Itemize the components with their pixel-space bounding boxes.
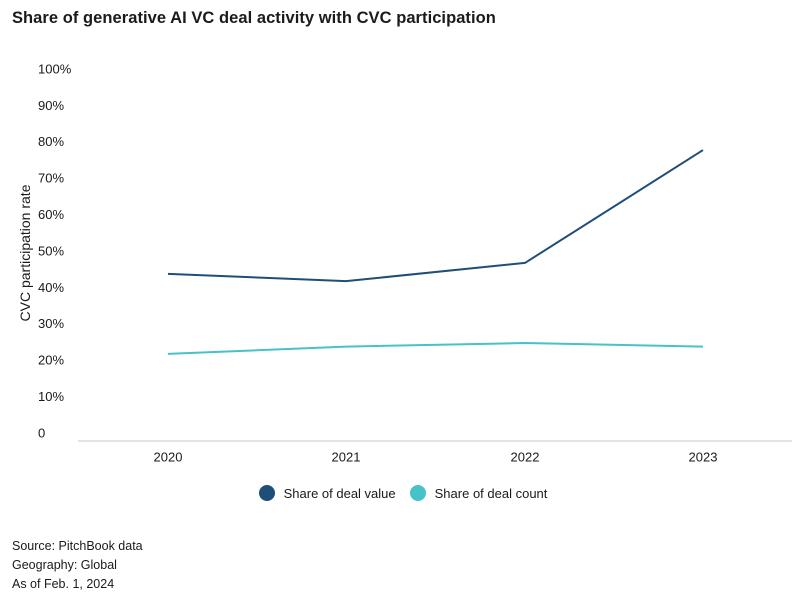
y-tick-label: 80%	[38, 134, 64, 149]
y-tick-label: 60%	[38, 207, 64, 222]
y-tick-label: 30%	[38, 316, 64, 331]
x-tick-label: 2023	[689, 449, 718, 464]
legend-item-deal-count: Share of deal count	[409, 485, 548, 501]
y-tick-label: 50%	[38, 243, 64, 258]
legend: Share of deal value Share of deal count	[0, 485, 806, 501]
y-tick-label: 10%	[38, 389, 64, 404]
as-of-note: As of Feb. 1, 2024	[12, 577, 115, 591]
legend-label-deal-count: Share of deal count	[434, 485, 548, 501]
x-tick-label: 2022	[511, 449, 540, 464]
series-line-deal-value	[167, 149, 704, 283]
y-tick-label: 100%	[38, 61, 72, 76]
chart-notes: Source: PitchBook data Geography: Global…	[12, 537, 143, 594]
x-axis: 2020 2021 2022 2023	[154, 449, 718, 464]
geography-note: Geography: Global	[12, 558, 117, 572]
legend-marker-deal-value	[258, 485, 275, 501]
y-tick-label: 40%	[38, 280, 64, 295]
legend-label-deal-value: Share of deal value	[283, 485, 396, 501]
legend-item-deal-value: Share of deal value	[258, 485, 396, 501]
x-tick-label: 2021	[332, 449, 361, 464]
y-axis: 0 10% 20% 30% 40% 50% 60% 70% 80% 90% 100%	[38, 61, 72, 440]
source-note: Source: PitchBook data	[12, 539, 143, 553]
series-group	[167, 149, 704, 355]
y-tick-label: 20%	[38, 353, 64, 368]
series-line-deal-count	[167, 342, 704, 355]
y-axis-label: CVC participation rate	[17, 184, 33, 321]
y-tick-label: 0	[38, 425, 45, 440]
chart-title: Share of generative AI VC deal activity …	[12, 9, 496, 27]
y-tick-label: 70%	[38, 171, 64, 186]
y-tick-label: 90%	[38, 98, 64, 113]
x-tick-label: 2020	[154, 449, 183, 464]
legend-marker-deal-count	[409, 485, 426, 501]
